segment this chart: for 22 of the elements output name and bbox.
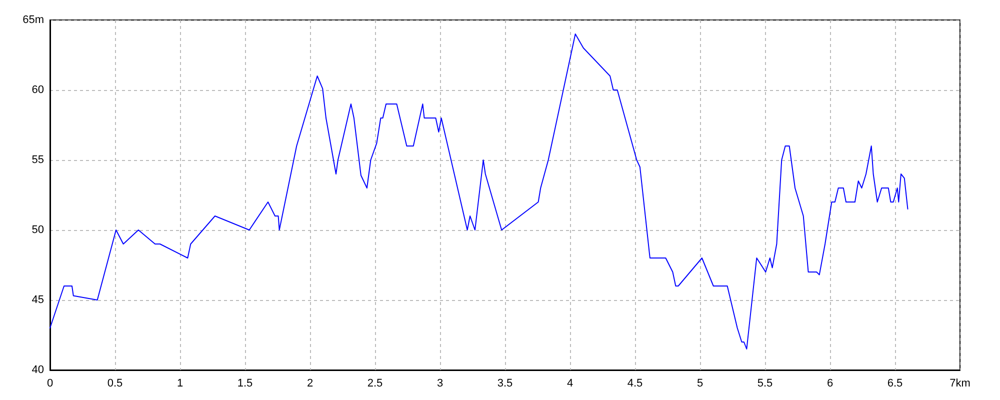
x-tick-label: 3.5	[497, 378, 513, 390]
x-tick-label: 4.5	[627, 378, 643, 390]
x-tick-label: 3	[436, 378, 444, 390]
x-tick-label: 1	[176, 378, 184, 390]
x-tick-label: 0	[46, 378, 54, 390]
x-tick-label: 2	[306, 378, 314, 390]
line-series	[50, 34, 908, 350]
x-tick-label: 6.5	[887, 378, 903, 390]
x-tick-label: 5.5	[757, 378, 773, 390]
y-tick-label: 45	[32, 294, 44, 306]
y-tick-label: 65m	[22, 14, 44, 26]
y-tick-label: 50	[32, 224, 44, 236]
x-tick-label: 1.5	[237, 378, 253, 390]
y-tick-label: 55	[32, 154, 44, 166]
x-tick-label: 6	[826, 378, 834, 390]
x-tick-label: 4	[566, 378, 574, 390]
y-tick-label: 40	[32, 364, 44, 376]
x-tick-label: 0.5	[107, 378, 123, 390]
x-tick-label: 2.5	[367, 378, 383, 390]
x-tick-label: 5	[696, 378, 704, 390]
y-tick-label: 60	[32, 84, 44, 96]
x-tick-label: 7km	[950, 378, 970, 390]
